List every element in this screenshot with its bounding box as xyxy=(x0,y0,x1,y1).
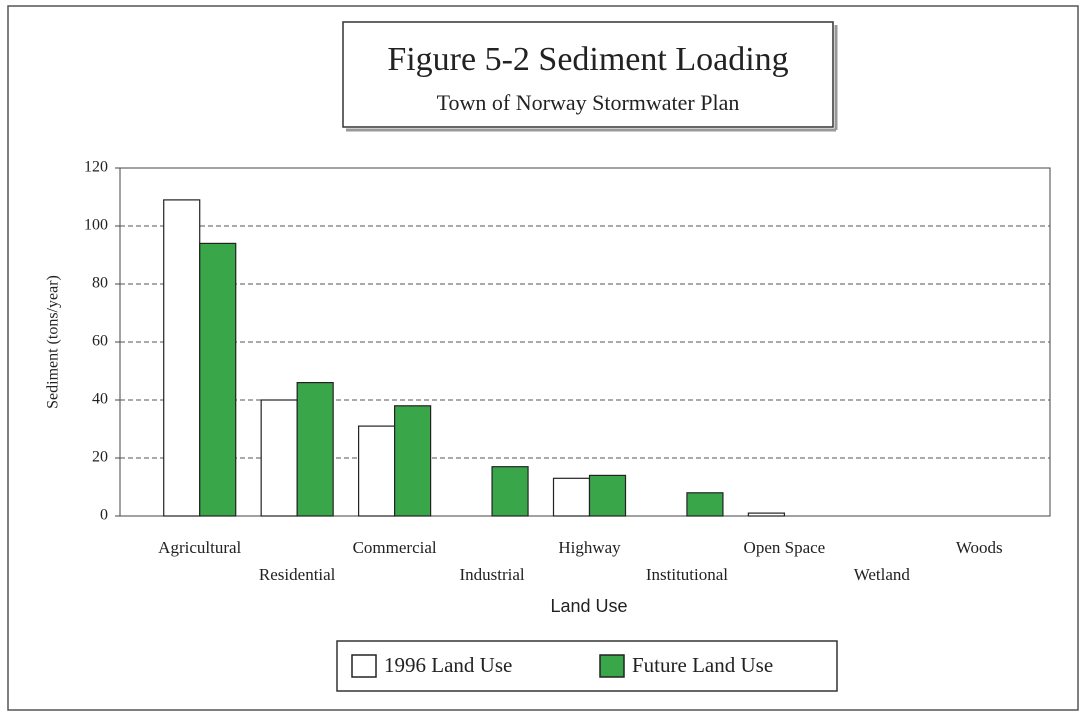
y-tick-label: 100 xyxy=(84,217,108,234)
x-tick-label: Highway xyxy=(558,538,621,557)
bar xyxy=(686,492,724,517)
x-tick-label: Agricultural xyxy=(158,538,241,557)
bar xyxy=(260,399,298,517)
x-tick-label: Open Space xyxy=(744,538,826,557)
y-axis-label: Sediment (tons/year) xyxy=(45,275,62,409)
y-tick-label: 20 xyxy=(92,449,108,466)
bar xyxy=(588,474,627,517)
bar xyxy=(747,512,785,517)
x-axis-label: Land Use xyxy=(550,596,627,616)
bar xyxy=(394,405,432,517)
bar xyxy=(199,242,237,517)
x-tick-label: Commercial xyxy=(353,538,437,557)
chart-title: Figure 5-2 Sediment Loading xyxy=(387,41,788,78)
x-tick-label: Institutional xyxy=(646,565,728,584)
x-tick-label: Woods xyxy=(956,538,1003,557)
y-tick-label: 80 xyxy=(92,275,108,292)
frame xyxy=(7,5,1079,711)
bar xyxy=(163,199,201,517)
y-tick-label: 0 xyxy=(100,507,108,524)
legend-swatch xyxy=(351,654,377,678)
x-tick-label: Industrial xyxy=(459,565,524,584)
x-tick-label: Residential xyxy=(259,565,336,584)
x-tick-label: Wetland xyxy=(854,565,911,584)
legend-label: 1996 Land Use xyxy=(384,653,512,677)
bar xyxy=(296,382,334,517)
chart-subtitle: Town of Norway Stormwater Plan xyxy=(437,90,740,115)
bar xyxy=(491,466,529,517)
legend-swatch xyxy=(599,654,625,678)
y-tick-label: 60 xyxy=(92,333,108,350)
bar xyxy=(552,477,591,517)
bar xyxy=(358,425,396,517)
legend-label: Future Land Use xyxy=(632,653,773,677)
title-box xyxy=(342,21,834,128)
y-tick-label: 40 xyxy=(92,391,108,408)
y-tick-label: 120 xyxy=(84,159,108,176)
legend xyxy=(336,640,838,692)
